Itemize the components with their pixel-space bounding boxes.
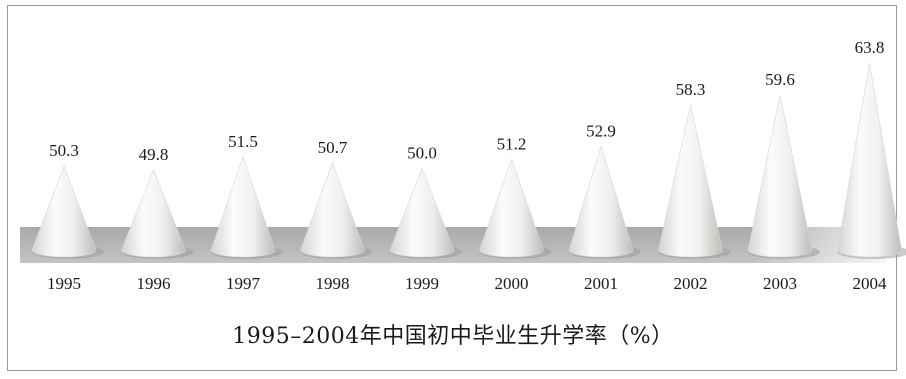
chart-title: 1995–2004年中国初中毕业生升学率（%） — [232, 324, 674, 349]
cone-bar-1995 — [31, 165, 97, 258]
cone-bar-1996 — [121, 169, 186, 258]
x-tick-label-2004: 2004 — [853, 274, 888, 293]
cone-bar-2004 — [837, 62, 902, 258]
x-tick-label-1999: 1999 — [405, 274, 439, 293]
data-label-2001: 52.9 — [586, 121, 616, 140]
data-label-1996: 49.8 — [139, 145, 169, 164]
data-label-1995: 50.3 — [49, 141, 79, 160]
chart-marks: 50.3 1995 49.8 1996 51.5 1997 50.7 1998 50.0 1999… — [31, 38, 906, 293]
x-tick-label-2002: 2002 — [674, 274, 708, 293]
x-tick-label-2000: 2000 — [495, 274, 529, 293]
x-tick-label-1997: 1997 — [226, 274, 261, 293]
data-label-1998: 50.7 — [318, 138, 348, 157]
x-tick-label-2001: 2001 — [584, 274, 618, 293]
data-label-1999: 50.0 — [407, 143, 437, 162]
cone-bar-1998 — [300, 162, 365, 258]
x-tick-label-2003: 2003 — [763, 274, 797, 293]
data-label-2000: 51.2 — [497, 134, 527, 153]
x-tick-label-1996: 1996 — [137, 274, 171, 293]
x-tick-label-1995: 1995 — [47, 274, 81, 293]
data-label-2004: 63.8 — [855, 38, 885, 57]
cone-bar-2002 — [658, 104, 723, 258]
cone-bar-1997 — [210, 156, 276, 258]
data-label-1997: 51.5 — [228, 132, 258, 151]
data-label-2002: 58.3 — [676, 80, 706, 99]
cone-bar-2001 — [568, 145, 634, 258]
cone-bar-2003 — [747, 95, 813, 258]
cone-bar-1999 — [389, 167, 455, 258]
data-label-2003: 59.6 — [765, 70, 795, 89]
cone-bar-2000 — [479, 158, 544, 258]
x-tick-label-1998: 1998 — [316, 274, 350, 293]
